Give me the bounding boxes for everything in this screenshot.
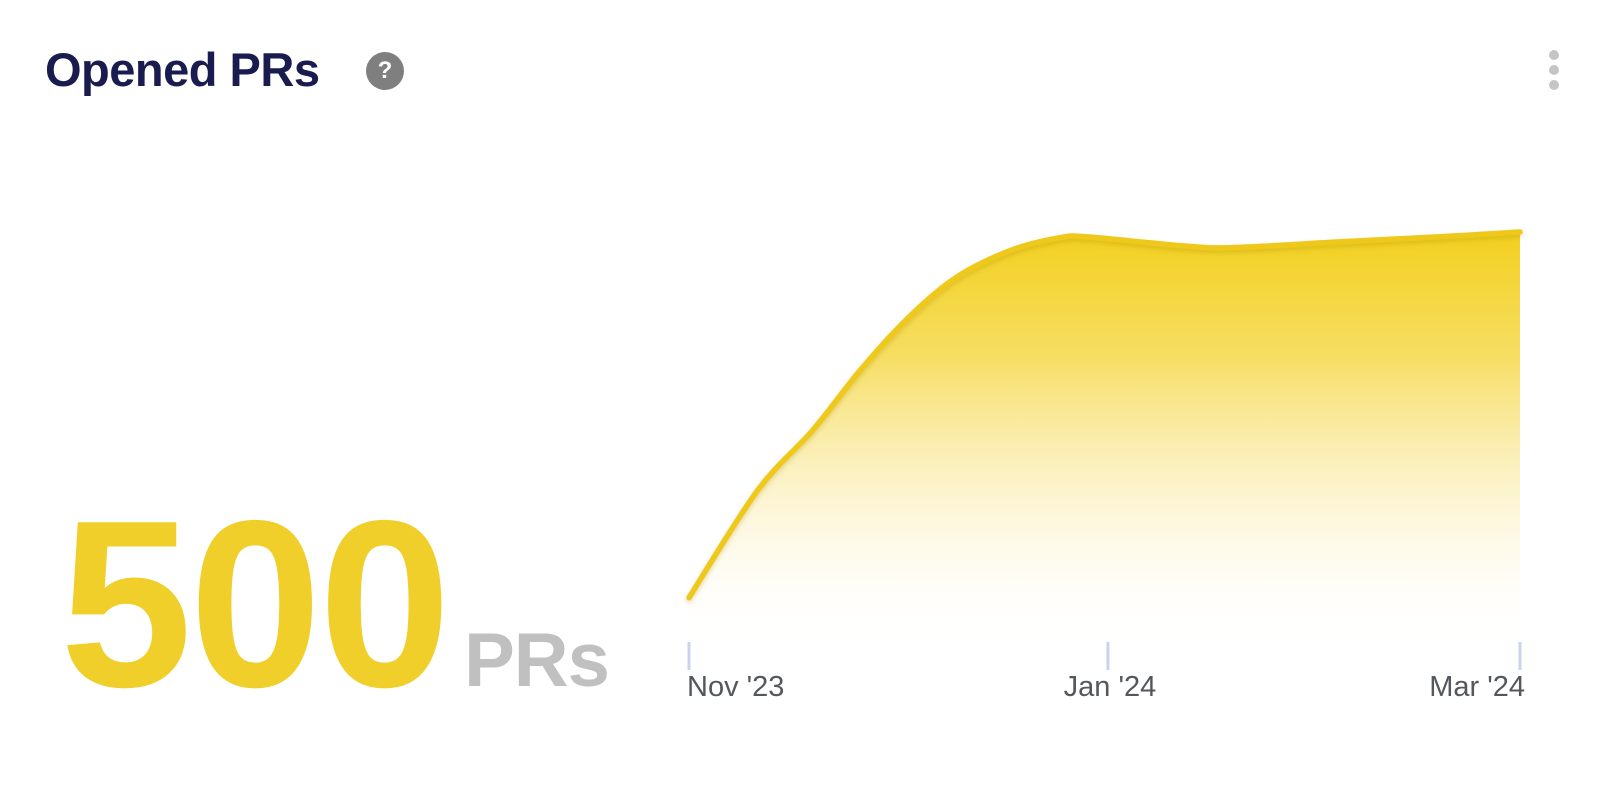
question-mark-icon: ? <box>377 57 393 84</box>
page-title: Opened PRs <box>45 43 320 96</box>
prs-area-chart[interactable]: Nov '23 Jan '24 Mar '24 <box>660 180 1540 720</box>
area-chart-svg: Nov '23 Jan '24 Mar '24 <box>686 229 1525 703</box>
kebab-icon <box>1549 80 1559 90</box>
stat-value: 500 <box>60 472 451 737</box>
stat-unit: PRs <box>464 618 610 703</box>
stat-opened-prs: 500 PRs <box>60 472 610 737</box>
x-axis-ticks <box>687 642 1522 670</box>
kebab-icon <box>1549 50 1559 60</box>
x-tick-label: Nov '23 <box>687 671 784 703</box>
x-tick-label: Mar '24 <box>1429 671 1525 703</box>
x-axis-labels: Nov '23 Jan '24 Mar '24 <box>687 671 1525 703</box>
help-button[interactable]: ? <box>366 52 404 90</box>
kebab-icon <box>1549 65 1559 75</box>
x-tick-label: Jan '24 <box>1064 671 1157 703</box>
trend-line <box>686 229 1523 601</box>
overflow-menu-button[interactable] <box>1542 50 1566 98</box>
area-fill <box>689 232 1520 642</box>
